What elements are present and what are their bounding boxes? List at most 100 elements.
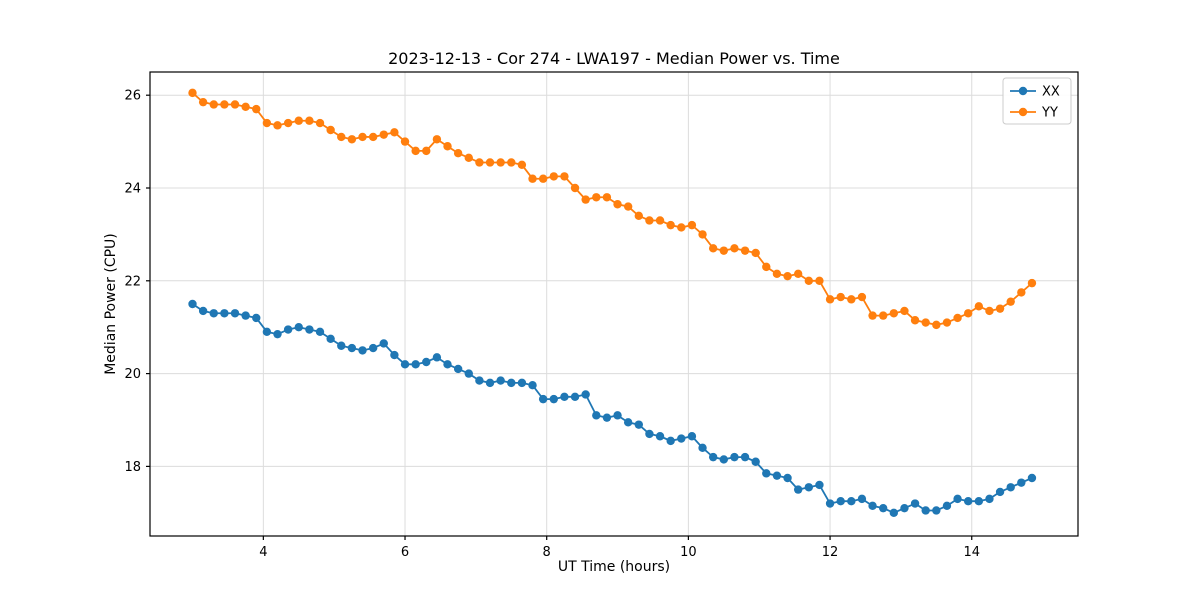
data-point-yy [337, 132, 346, 142]
data-point-yy [507, 158, 516, 167]
legend-sample-marker [1018, 107, 1028, 117]
data-point-yy [645, 216, 654, 225]
data-point-yy [868, 311, 877, 320]
data-point-xx [198, 306, 208, 316]
x-tick-label: 10 [680, 545, 697, 560]
data-point-yy [602, 193, 612, 202]
data-point-xx [783, 473, 792, 483]
data-point-yy [347, 135, 357, 144]
data-point-yy [1027, 278, 1037, 288]
data-point-yy [985, 306, 994, 316]
data-point-xx [549, 394, 558, 404]
y-tick-label: 26 [124, 89, 141, 104]
data-point-xx [262, 327, 272, 337]
data-point-yy [815, 276, 824, 285]
x-tick-label: 6 [401, 545, 409, 560]
data-point-yy [804, 276, 814, 285]
data-point-xx [209, 309, 218, 318]
data-point-xx [974, 497, 984, 506]
data-point-yy [857, 292, 867, 302]
data-point-yy [230, 100, 240, 109]
data-point-xx [592, 411, 601, 420]
data-point-xx [230, 309, 240, 318]
data-point-xx [188, 299, 197, 309]
x-tick-label: 4 [259, 545, 267, 560]
data-point-xx [358, 346, 367, 355]
data-point-yy [581, 195, 590, 204]
data-point-yy [953, 313, 962, 323]
data-point-xx [762, 469, 771, 478]
data-point-yy [762, 262, 771, 272]
data-point-yy [368, 132, 378, 142]
data-point-xx [889, 508, 899, 517]
data-point-xx [730, 452, 739, 462]
data-point-yy [283, 118, 293, 128]
data-point-yy [432, 135, 442, 144]
data-point-xx [857, 494, 867, 504]
data-point-xx [464, 369, 473, 378]
x-tick-label: 12 [822, 545, 839, 560]
x-tick-label: 14 [963, 545, 980, 560]
data-point-yy [475, 158, 484, 167]
data-point-xx [772, 471, 782, 480]
data-point-xx [708, 452, 718, 462]
data-point-xx [581, 390, 590, 399]
data-point-yy [974, 302, 984, 311]
data-point-yy [453, 149, 463, 158]
data-point-yy [464, 153, 473, 163]
data-point-yy [687, 220, 697, 230]
data-point-xx [1006, 483, 1015, 492]
data-point-yy [294, 116, 303, 125]
data-point-xx [634, 420, 643, 429]
data-point-xx [432, 353, 442, 362]
data-point-yy [719, 246, 729, 255]
data-point-xx [910, 499, 920, 508]
data-point-xx [443, 360, 452, 369]
y-tick-label: 20 [124, 367, 141, 382]
data-point-xx [528, 381, 537, 390]
data-point-yy [400, 137, 410, 146]
data-point-xx [740, 452, 750, 462]
data-point-yy [655, 216, 665, 225]
data-point-xx [666, 436, 675, 446]
data-point-yy [570, 183, 580, 193]
data-point-xx [847, 497, 856, 506]
data-point-xx [507, 378, 516, 388]
data-point-yy [315, 118, 325, 128]
data-point-yy [677, 223, 686, 232]
data-point-yy [613, 200, 622, 209]
data-point-xx [836, 497, 845, 506]
data-point-yy [847, 295, 856, 304]
data-point-yy [910, 316, 920, 325]
data-point-xx [379, 339, 388, 348]
data-point-yy [921, 318, 930, 327]
legend-box [1002, 77, 1072, 125]
data-point-yy [592, 193, 601, 202]
data-point-xx [655, 432, 665, 441]
data-point-xx [326, 334, 335, 343]
legend-label: XX [1042, 85, 1060, 100]
data-point-yy [698, 230, 707, 239]
legend-label: YY [1041, 106, 1058, 121]
data-point-xx [305, 325, 314, 334]
data-point-xx [496, 376, 505, 385]
data-point-yy [262, 118, 272, 128]
data-point-xx [815, 480, 824, 490]
data-point-xx [347, 343, 357, 353]
data-point-yy [326, 125, 335, 135]
data-point-xx [475, 376, 484, 385]
data-point-yy [485, 158, 495, 167]
data-point-yy [198, 97, 208, 107]
data-point-xx [719, 455, 729, 464]
data-point-xx [687, 432, 697, 441]
data-point-yy [538, 174, 548, 183]
data-point-yy [496, 158, 505, 167]
axes-frame [149, 71, 1079, 537]
data-point-yy [708, 244, 718, 253]
data-point-xx [273, 329, 282, 339]
data-point-yy [443, 142, 452, 151]
data-point-xx [932, 506, 941, 515]
data-point-yy [836, 292, 845, 302]
data-point-xx [252, 313, 261, 323]
data-point-xx [422, 357, 431, 367]
